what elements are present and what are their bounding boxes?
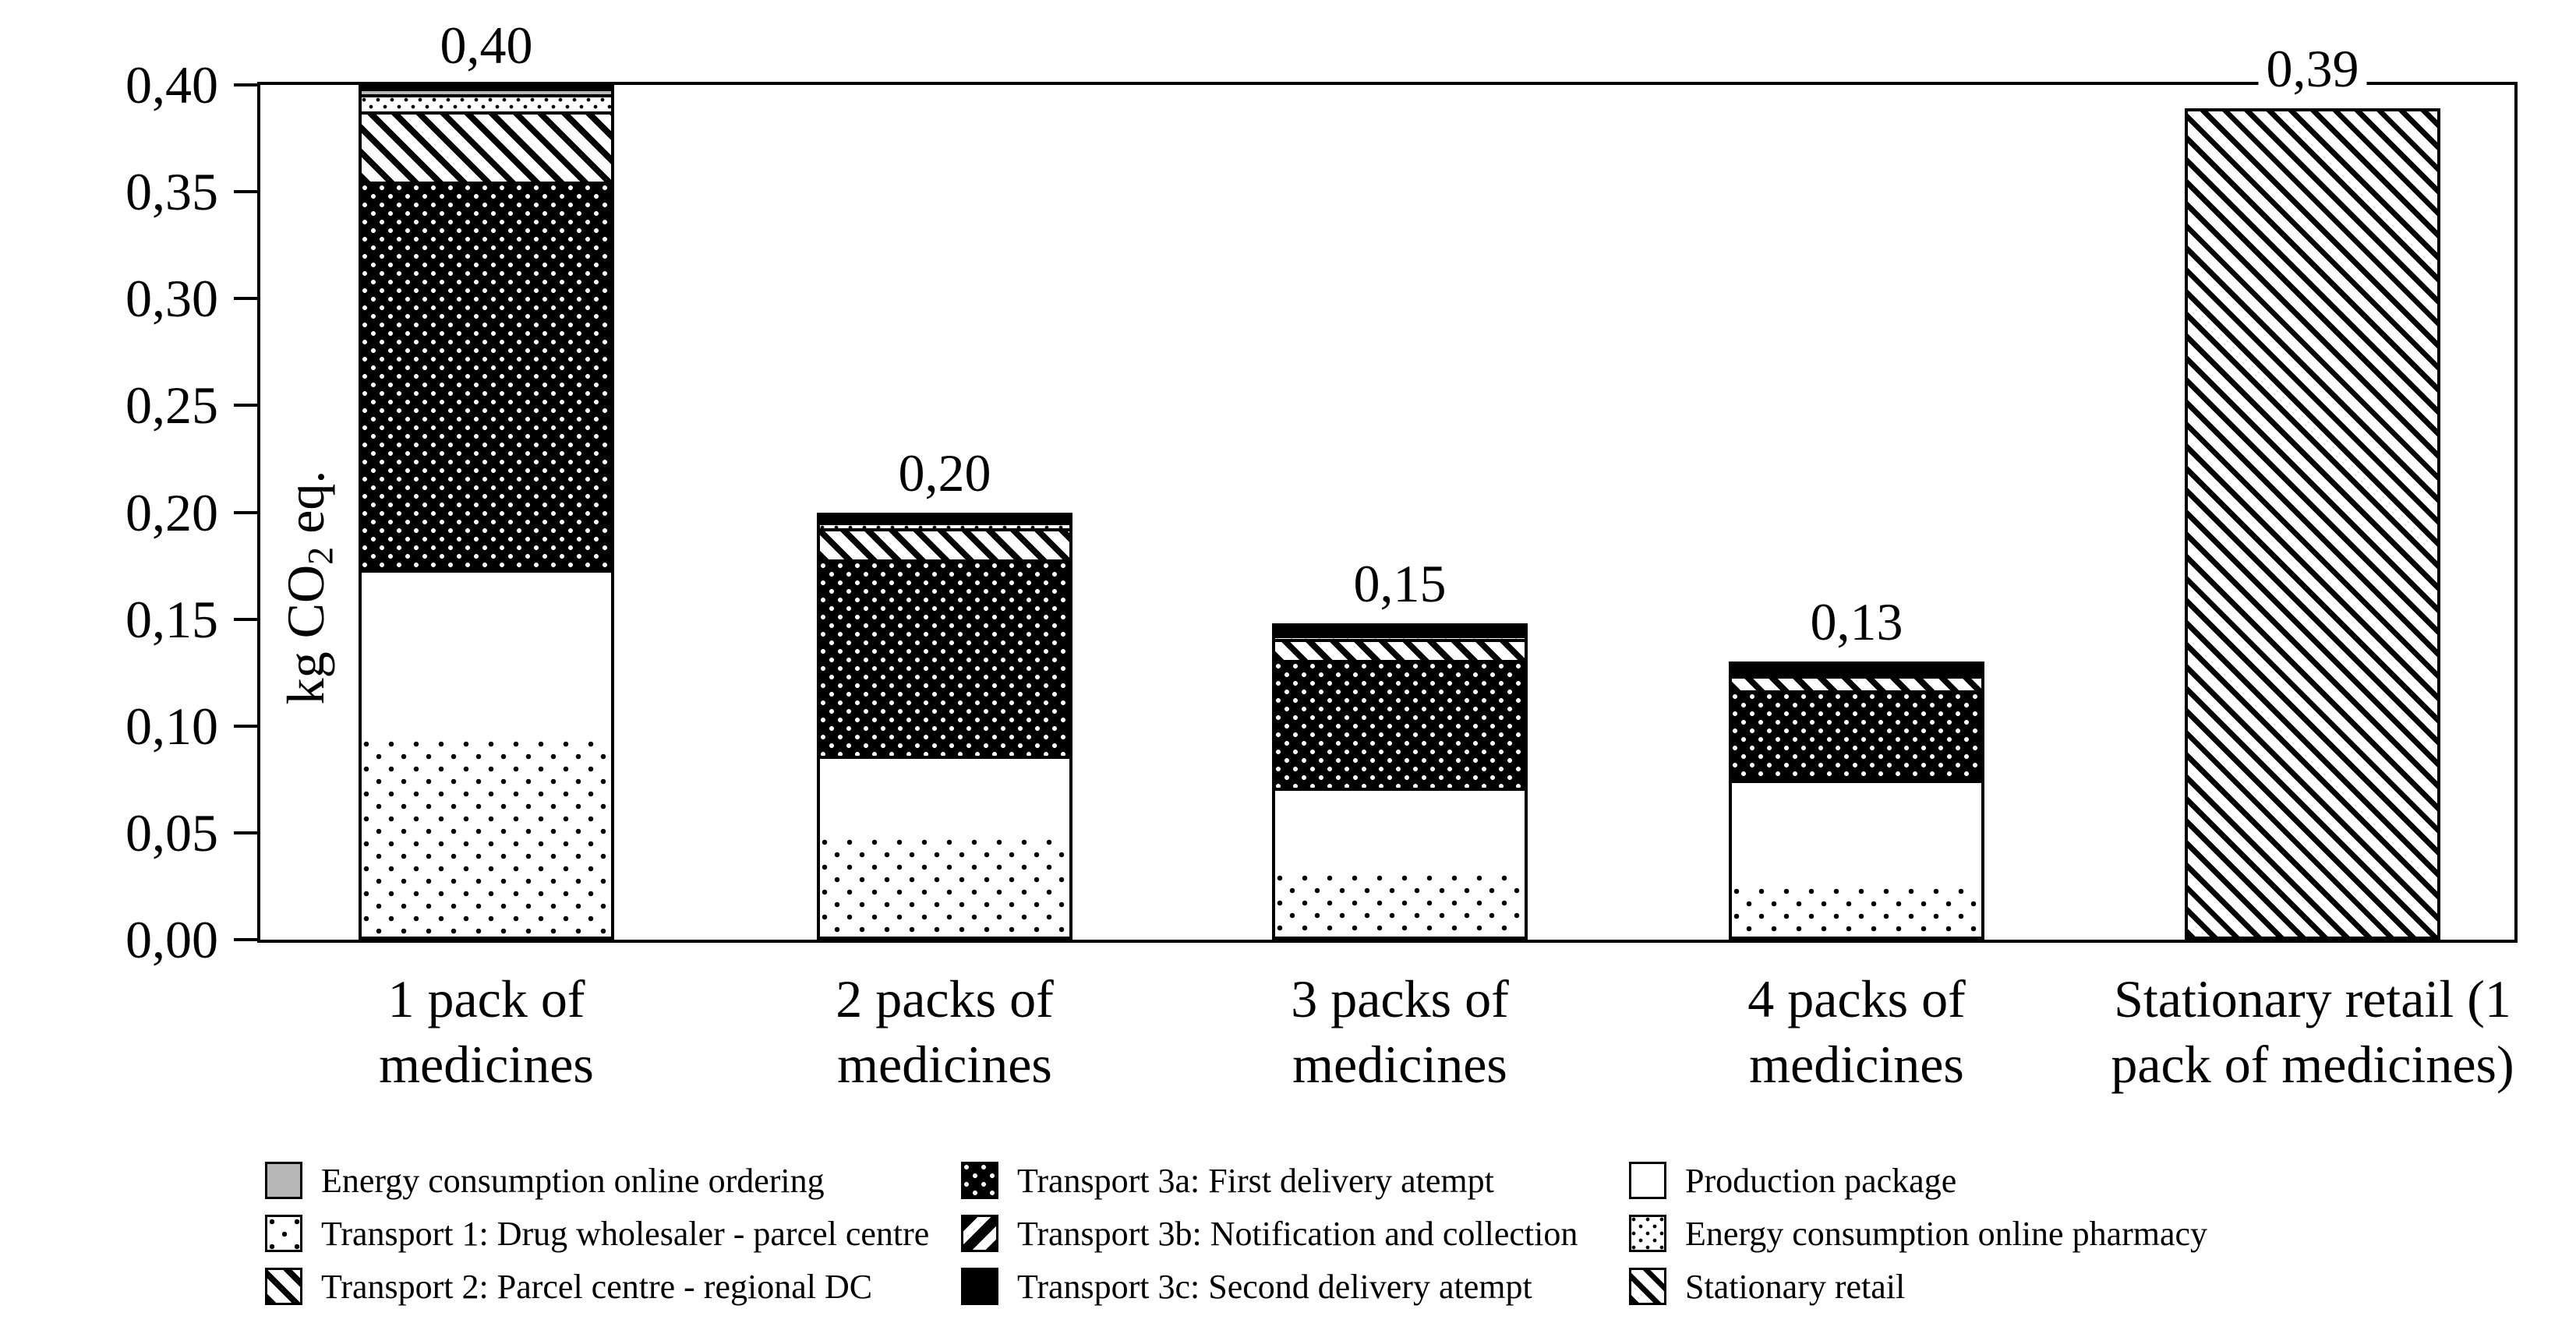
legend-item-stationary: Stationary retail (1629, 1267, 1905, 1306)
segment-t3c (1732, 665, 1981, 676)
legend-label-t3c: Transport 3c: Second delivery atempt (1017, 1267, 1532, 1306)
segment-t1 (1275, 873, 1525, 937)
legend-swatch-t3a (961, 1162, 998, 1199)
bar-value-label: 0,39 (2258, 37, 2367, 101)
legend-label-production: Production package (1685, 1161, 1957, 1200)
segment-t3a (820, 559, 1069, 756)
legend-label-pharmacy: Energy consumption online pharmacy (1685, 1214, 2208, 1253)
category-label-line: 3 packs of (1291, 969, 1509, 1028)
y-tick-label: 0,35 (125, 162, 218, 222)
legend-label-ordering: Energy consumption online ordering (321, 1161, 825, 1200)
y-tick-mark (234, 404, 257, 407)
category-label: 3 packs of medicines (1150, 966, 1649, 1097)
y-tick-label: 0,25 (125, 376, 218, 436)
y-tick-label: 0,20 (125, 482, 218, 542)
segment-production (1275, 788, 1525, 874)
y-tick-label: 0,00 (125, 910, 218, 969)
y-tick-label: 0,15 (125, 589, 218, 649)
legend-swatch-t1 (265, 1215, 302, 1252)
category-label-line: 1 pack of (387, 969, 585, 1028)
stacked-bar (1729, 662, 1984, 940)
y-tick-mark (234, 617, 257, 621)
y-axis-title-text: kg CO (276, 564, 335, 705)
legend-item-ordering: Energy consumption online ordering (265, 1161, 825, 1200)
category-label-line: Stationary retail (1 (2114, 969, 2511, 1028)
stacked-bar (817, 512, 1072, 940)
category-label-line: medicines (1292, 1035, 1507, 1094)
legend-swatch-ordering (265, 1162, 302, 1199)
segment-t2 (1275, 639, 1525, 661)
segment-t3c (820, 515, 1069, 522)
bar-value-label: 0,40 (432, 13, 541, 77)
legend-swatch-stationary (1629, 1268, 1666, 1305)
legend-item-t2: Transport 2: Parcel centre - regional DC (265, 1267, 872, 1306)
segment-t2 (820, 527, 1069, 560)
y-tick-mark (234, 510, 257, 514)
segment-t1 (362, 739, 611, 937)
legend-item-t3b: Transport 3b: Notification and collectio… (961, 1214, 1578, 1253)
segment-production (1732, 779, 1981, 887)
category-label: Stationary retail (1 pack of medicines) (2063, 966, 2562, 1097)
legend-item-t3c: Transport 3c: Second delivery atempt (961, 1267, 1532, 1306)
stacked-bar (2185, 108, 2440, 940)
legend-swatch-t3c (961, 1268, 998, 1305)
category-label-line: medicines (1749, 1035, 1964, 1094)
category-label-line: medicines (379, 1035, 594, 1094)
segment-t2 (362, 111, 611, 182)
legend-label-stationary: Stationary retail (1685, 1267, 1906, 1306)
legend-item-t3a: Transport 3a: First delivery atempt (961, 1161, 1494, 1200)
segment-pharmacy (1275, 634, 1525, 640)
legend-swatch-t2 (265, 1268, 302, 1305)
category-label: 2 packs of medicines (695, 966, 1194, 1097)
legend-label-t3a: Transport 3a: First delivery atempt (1017, 1161, 1494, 1200)
category-label-line: medicines (837, 1035, 1052, 1094)
legend-swatch-t3b (961, 1215, 998, 1252)
segment-t3c (1275, 626, 1525, 635)
segment-pharmacy (362, 94, 611, 111)
segment-pharmacy (820, 521, 1069, 528)
segment-t1 (1732, 886, 1981, 937)
category-label: 1 pack of medicines (237, 966, 736, 1097)
bar-value-label: 0,15 (1345, 552, 1454, 616)
legend-item-t1: Transport 1: Drug wholesaler - parcel ce… (265, 1214, 929, 1253)
legend-label-t3b: Transport 3b: Notification and collectio… (1017, 1214, 1578, 1253)
legend-item-production: Production package (1629, 1161, 1956, 1200)
y-axis-title-suffix: eq. (276, 470, 335, 547)
segment-production (820, 755, 1069, 838)
y-tick-mark (234, 190, 257, 194)
y-tick-mark (234, 831, 257, 834)
segment-t1 (820, 837, 1069, 937)
y-tick-label: 0,40 (125, 55, 218, 115)
bar-value-label: 0,13 (1802, 590, 1911, 654)
segment-t3a (1275, 660, 1525, 789)
category-label: 4 packs of medicines (1607, 966, 2106, 1097)
category-label-line: pack of medicines) (2111, 1035, 2514, 1094)
legend-swatch-production (1629, 1162, 1666, 1199)
y-tick-mark (234, 297, 257, 301)
segment-t3a (362, 181, 611, 570)
segment-t3a (1732, 690, 1981, 780)
y-tick-mark (234, 724, 257, 728)
legend-swatch-pharmacy (1629, 1215, 1666, 1252)
stacked-bar (1272, 623, 1528, 940)
legend-item-pharmacy: Energy consumption online pharmacy (1629, 1214, 2207, 1253)
y-axis-title: kg CO2 eq. (270, 268, 341, 907)
y-axis-title-subscript: 2 (301, 546, 341, 565)
y-tick-label: 0,30 (125, 269, 218, 329)
category-label-line: 4 packs of (1747, 969, 1966, 1028)
bar-value-label: 0,20 (890, 440, 999, 505)
segment-production (362, 570, 611, 739)
stacked-bar (359, 85, 614, 940)
segment-ordering (362, 88, 611, 95)
y-tick-mark (234, 938, 257, 941)
legend-label-t2: Transport 2: Parcel centre - regional DC (321, 1267, 873, 1306)
y-tick-mark (234, 83, 257, 86)
legend-label-t1: Transport 1: Drug wholesaler - parcel ce… (321, 1214, 930, 1253)
y-tick-label: 0,10 (125, 696, 218, 756)
category-label-line: 2 packs of (836, 969, 1054, 1028)
segment-stationary (2188, 111, 2437, 937)
segment-t2 (1732, 675, 1981, 690)
y-tick-label: 0,05 (125, 803, 218, 863)
